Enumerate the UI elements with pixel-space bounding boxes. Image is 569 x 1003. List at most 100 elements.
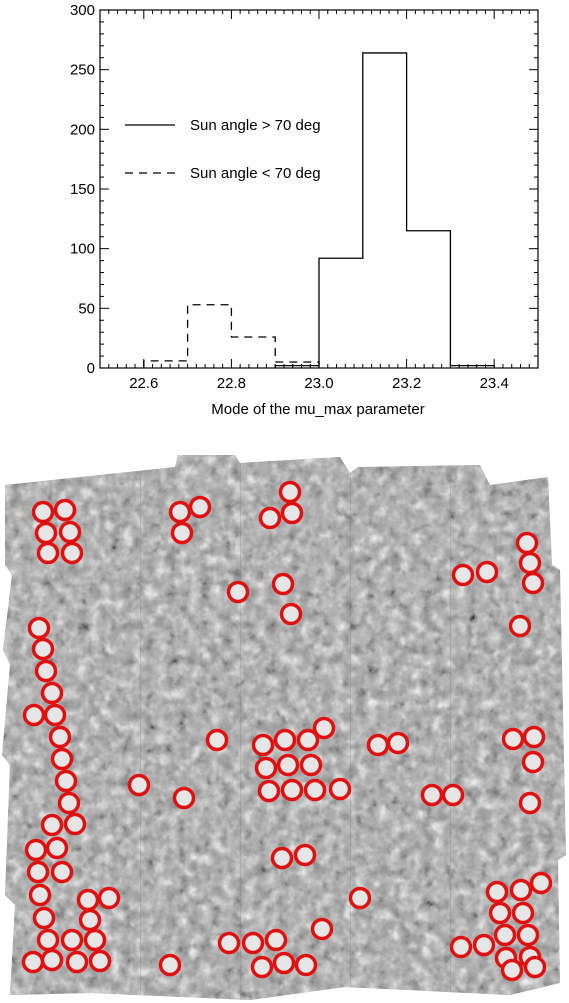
- marker-circle: [279, 602, 303, 626]
- marker-circle: [493, 923, 517, 947]
- y-tick-label: 50: [78, 300, 95, 317]
- y-tick-label: 300: [70, 2, 95, 19]
- marker-circle: [217, 931, 241, 955]
- marker-circle: [172, 786, 196, 810]
- marker-circle: [36, 928, 60, 952]
- marker-circle: [518, 791, 542, 815]
- marker-circle: [43, 703, 67, 727]
- marker-circle: [500, 958, 524, 982]
- y-tick-label: 0: [87, 360, 95, 377]
- marker-circle: [521, 571, 545, 595]
- marker-circle: [348, 886, 372, 910]
- marker-circle: [22, 703, 46, 727]
- marker-circle: [34, 521, 58, 545]
- legend: Sun angle > 70 deg Sun angle < 70 deg: [125, 117, 321, 182]
- marker-circle: [451, 563, 475, 587]
- x-tick-label: 22.8: [217, 375, 246, 392]
- marker-circle: [58, 520, 82, 544]
- mosaic-field: [2, 455, 566, 1000]
- marker-circle: [24, 838, 48, 862]
- marker-circle: [21, 950, 45, 974]
- marker-circle: [65, 950, 89, 974]
- marker-circle: [472, 933, 496, 957]
- x-tick-label: 22.6: [129, 375, 158, 392]
- marker-circle: [264, 928, 288, 952]
- marker-circles: [21, 480, 553, 982]
- marker-circle: [501, 727, 525, 751]
- marker-circle: [449, 935, 473, 959]
- legend-label-1: Sun angle > 70 deg: [190, 117, 321, 134]
- x-axis-label: Mode of the mu_max parameter: [211, 401, 424, 418]
- marker-circle: [251, 733, 275, 757]
- marker-circle: [328, 777, 352, 801]
- x-tick-label: 23.0: [304, 375, 333, 392]
- marker-circle: [521, 750, 545, 774]
- marker-circle: [509, 878, 533, 902]
- marker-circle: [508, 614, 532, 638]
- marker-circle: [32, 906, 56, 930]
- marker-circle: [488, 901, 512, 925]
- marker-circle: [515, 531, 539, 555]
- marker-circle: [63, 812, 87, 836]
- tick-labels: 22.6 22.8 23.0 23.2 23.4 0 50 100 150 200 250 300: [70, 2, 509, 392]
- marker-circle: [310, 917, 334, 941]
- marker-circle: [522, 725, 546, 749]
- marker-circle: [53, 498, 77, 522]
- marker-circle: [40, 948, 64, 972]
- marker-circle: [293, 843, 317, 867]
- marker-circle: [270, 846, 294, 870]
- marker-circle: [312, 716, 336, 740]
- marker-circle: [420, 783, 444, 807]
- marker-circle: [158, 953, 182, 977]
- marker-circle: [40, 813, 64, 837]
- marker-circle: [529, 871, 553, 895]
- marker-circle: [250, 955, 274, 979]
- marker-circle: [83, 928, 107, 952]
- marker-circle: [294, 953, 318, 977]
- marker-circle: [280, 501, 304, 525]
- marker-circle: [475, 560, 499, 584]
- marker-circle: [299, 753, 323, 777]
- sky-map-image: [2, 455, 566, 1000]
- marker-circle: [60, 541, 84, 565]
- marker-circle: [48, 725, 72, 749]
- marker-circle: [276, 753, 300, 777]
- marker-circle: [518, 551, 542, 575]
- marker-circle: [205, 728, 229, 752]
- marker-circle: [36, 541, 60, 565]
- x-tick-label: 23.2: [392, 375, 421, 392]
- marker-circle: [31, 500, 55, 524]
- marker-circle: [226, 580, 250, 604]
- marker-circle: [50, 747, 74, 771]
- marker-circle: [296, 728, 320, 752]
- legend-label-2: Sun angle < 70 deg: [190, 165, 321, 182]
- marker-circle: [511, 901, 535, 925]
- marker-circle: [78, 908, 102, 932]
- histogram-series-2: [143, 304, 320, 368]
- marker-circle: [271, 572, 295, 596]
- x-tick-label: 23.4: [480, 375, 509, 392]
- marker-circle: [168, 500, 192, 524]
- y-tick-label: 250: [70, 62, 95, 79]
- y-tick-label: 150: [70, 181, 95, 198]
- marker-circle: [258, 506, 282, 530]
- marker-circle: [54, 769, 78, 793]
- marker-circle: [257, 779, 281, 803]
- marker-circle: [366, 733, 390, 757]
- marker-circle: [40, 681, 64, 705]
- marker-circle: [170, 521, 194, 545]
- histogram-chart: 22.6 22.8 23.0 23.2 23.4 0 50 100 150 200 250 300 S…: [70, 2, 539, 418]
- marker-circle: [485, 880, 509, 904]
- marker-circle: [303, 778, 327, 802]
- marker-circle: [241, 931, 265, 955]
- marker-circle: [272, 951, 296, 975]
- marker-circle: [188, 495, 212, 519]
- marker-circle: [50, 860, 74, 884]
- marker-circle: [441, 783, 465, 807]
- histogram-series-1: [274, 52, 495, 368]
- marker-circle: [278, 480, 302, 504]
- marker-circle: [516, 923, 540, 947]
- marker-circle: [27, 616, 51, 640]
- marker-circle: [523, 955, 547, 979]
- marker-circle: [254, 756, 278, 780]
